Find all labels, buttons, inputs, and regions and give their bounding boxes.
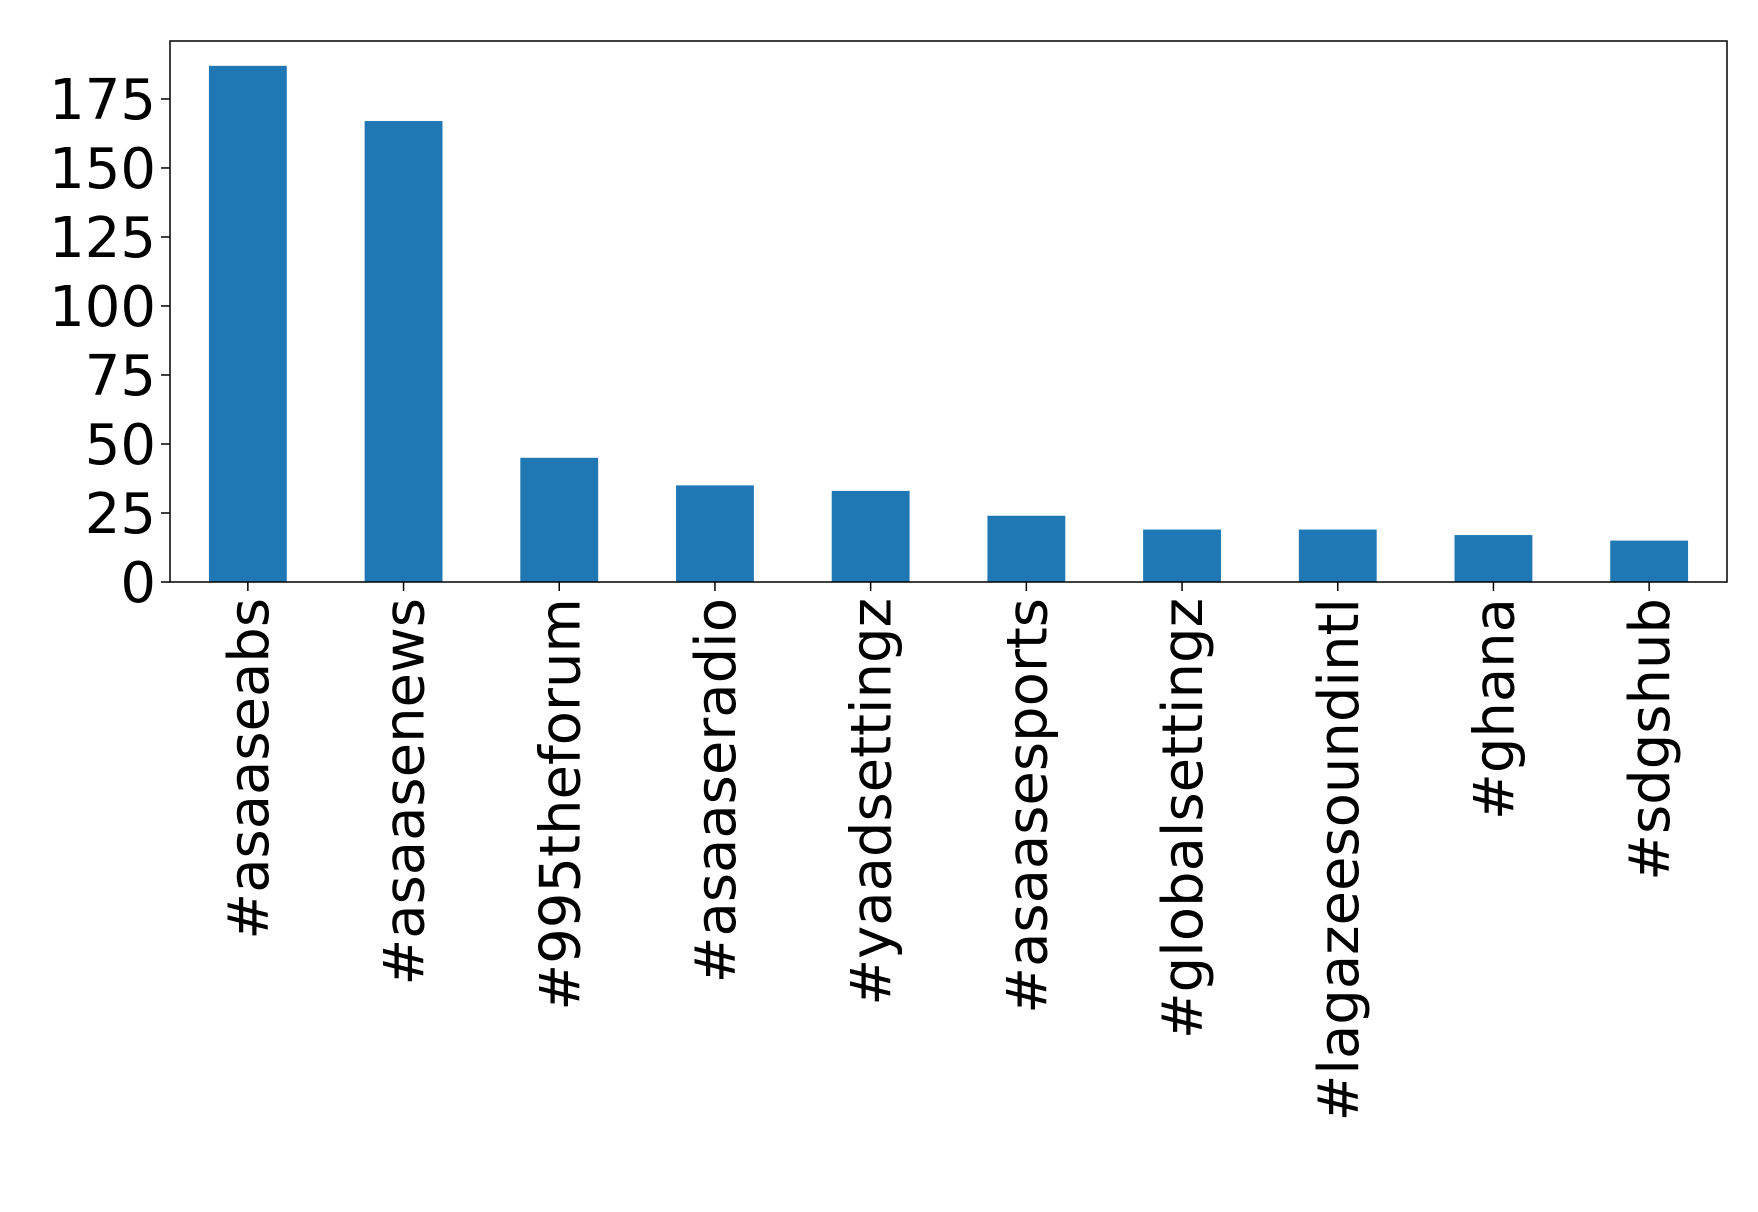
bar-lagazeesoundintl (1298, 529, 1377, 582)
bars-group (208, 65, 1689, 582)
bar-asaasenews (364, 121, 443, 582)
bar-asaaseabs (208, 65, 287, 582)
x-tick-label: #globalsettingz (1151, 598, 1216, 1039)
bar-asaaseradio (676, 485, 754, 582)
bar-ghana (1454, 535, 1533, 582)
x-tick-label: #asaasesports (995, 598, 1060, 1014)
bar-995theforum (520, 457, 599, 582)
bar-globalsettingz (1143, 529, 1221, 582)
bar-asaasesports (987, 515, 1066, 582)
y-tick-label: 50 (85, 413, 156, 478)
y-tick-label: 150 (49, 137, 156, 202)
plot-area-frame (169, 40, 1728, 583)
y-tick-label: 100 (49, 275, 156, 340)
x-axis: #asaaseabs #asaasenews #995theforum #asaase… (217, 582, 1683, 1122)
x-tick-label: #sdgshub (1618, 598, 1683, 881)
x-tick-label: #995theforum (528, 598, 593, 1011)
y-tick-label: 25 (85, 482, 156, 547)
x-tick-label: #yaadsettingz (840, 598, 905, 1006)
x-tick-label: #asaaseabs (217, 598, 282, 940)
x-tick-label: #asaasenews (373, 598, 438, 986)
y-tick-label: 75 (85, 344, 156, 409)
x-tick-label: #lagazeesoundintl (1307, 598, 1372, 1122)
bar-sdgshub (1610, 540, 1689, 582)
x-tick-label: #ghana (1462, 598, 1527, 820)
bar-yaadsettingz (831, 490, 910, 582)
y-tick-label: 125 (49, 206, 156, 271)
y-tick-label: 175 (49, 68, 156, 133)
y-tick-label: 0 (120, 551, 156, 616)
x-tick-label: #asaaseradio (684, 598, 749, 983)
